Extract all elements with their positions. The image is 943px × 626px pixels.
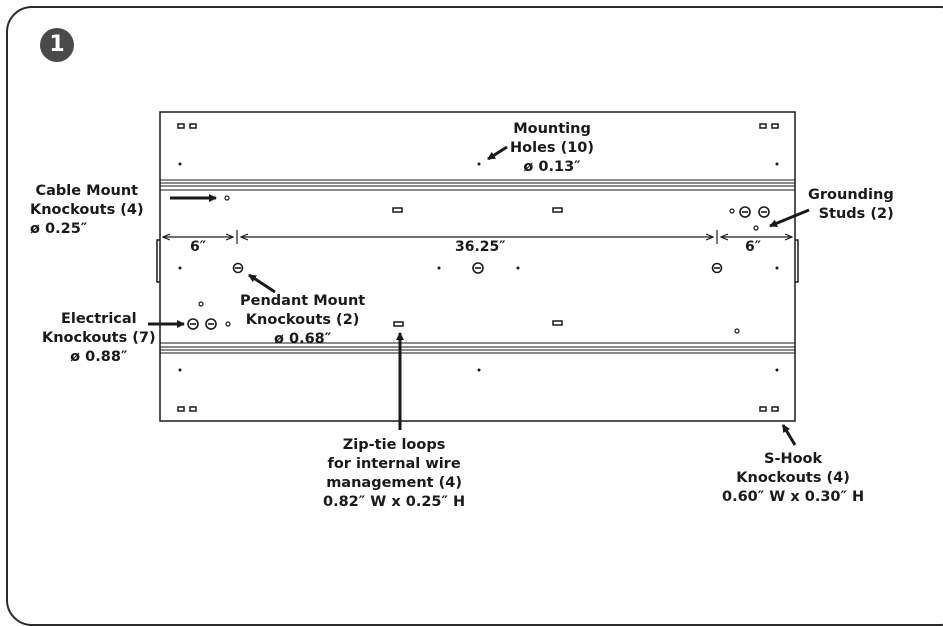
callout-pendant-mount: Pendant Mount Knockouts (2) ø 0.68″ [240, 293, 366, 347]
electrical-knockouts [187, 206, 770, 330]
lower-rail [160, 342, 795, 354]
callout-cable-mount: Cable Mount Knockouts (4) ø 0.25″ [30, 183, 144, 237]
fixture-diagram [148, 111, 810, 446]
callout-s-hook: S-Hook Knockouts (4) 0.60″ W x 0.30″ H [722, 451, 865, 505]
callout-zip-tie: Zip-tie loops for internal wire manageme… [323, 437, 466, 510]
dimension-left: 6″ [190, 239, 206, 255]
s-hook-knockouts [177, 123, 779, 412]
zip-tie-loops [392, 207, 563, 327]
dimension-center: 36.25″ [455, 239, 506, 255]
cable-mount-knockouts [198, 195, 759, 334]
callout-grounding-studs: Grounding Studs (2) [808, 187, 894, 222]
step-number-badge: 1 [40, 28, 74, 62]
callout-electrical: Electrical Knockouts (7) ø 0.88″ [42, 311, 156, 365]
callout-arrows [148, 145, 810, 446]
dimension-lines [163, 230, 792, 244]
callout-mounting-holes: Mounting Holes (10) ø 0.13″ [510, 121, 595, 175]
side-notches [156, 239, 799, 283]
mounting-holes [178, 162, 779, 372]
dimension-right: 6″ [745, 239, 761, 255]
upper-rail [160, 179, 795, 191]
